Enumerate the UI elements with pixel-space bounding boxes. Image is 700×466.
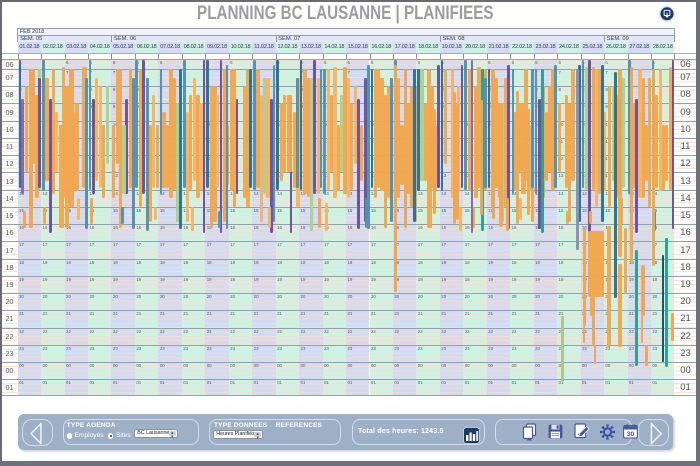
- svg-text:30: 30: [627, 431, 635, 438]
